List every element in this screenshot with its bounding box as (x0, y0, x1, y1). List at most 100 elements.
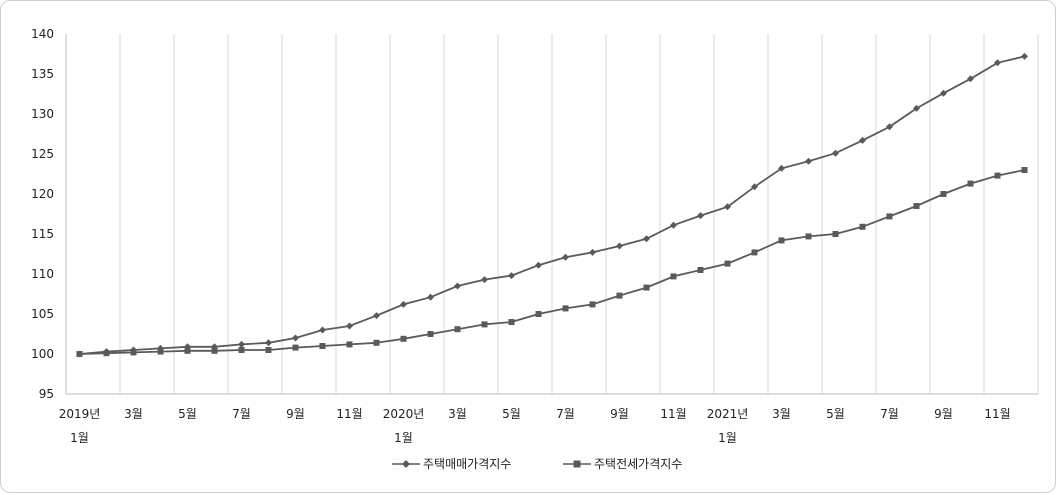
data-point-square (400, 335, 407, 342)
data-point-diamond (427, 293, 434, 301)
y-axis-tick-labels: 95 100 105 110 115 120 125 130 135 140 (31, 27, 54, 401)
data-point-diamond (859, 136, 866, 144)
x-tick-label: 9월 (286, 407, 305, 421)
x-axis-tick-labels: 2019년 1월 3월 5월 7월 9월 11월 2020년 1월 3월 5월 7월 9월 11월 2021… (59, 407, 1011, 445)
data-point-diamond (238, 340, 245, 348)
data-point-square (1021, 167, 1028, 173)
x-tick-label: 7월 (556, 407, 575, 421)
data-point-diamond (940, 89, 947, 97)
data-point-diamond (724, 203, 731, 211)
data-point-square (778, 237, 785, 244)
data-point-square (643, 284, 650, 291)
data-point-diamond (670, 221, 677, 229)
data-point-square (886, 213, 893, 220)
data-point-square (427, 331, 434, 337)
y-tick-label: 135 (31, 67, 54, 81)
x-tick-label: 5월 (826, 407, 845, 421)
x-tick-label: 11월 (984, 407, 1010, 421)
x-tick-label: 7월 (880, 407, 899, 421)
data-point-square (265, 347, 272, 353)
data-point-diamond (805, 157, 812, 165)
series-1 (76, 52, 1028, 358)
data-point-diamond (697, 212, 704, 220)
legend-item-series-2: 주택전세가격지수 (563, 457, 682, 471)
legend: 주택매매가격지수 주택전세가격지수 (392, 457, 682, 471)
data-point-diamond (886, 123, 893, 131)
data-point-square (184, 347, 191, 354)
data-point-square (76, 351, 83, 357)
y-tick-label: 110 (31, 267, 54, 281)
x-tick-label: 9월 (934, 407, 953, 421)
data-point-square (670, 273, 677, 280)
x-tick-label-line2: 1월 (394, 431, 413, 445)
data-point-square (454, 326, 461, 333)
data-point-diamond (913, 104, 920, 112)
y-tick-label: 105 (31, 307, 54, 321)
data-point-square (130, 349, 137, 356)
data-point-square (211, 347, 218, 354)
data-point-square (859, 223, 866, 230)
data-point-diamond (454, 282, 461, 290)
data-point-diamond (373, 312, 380, 320)
data-point-square (832, 231, 839, 237)
axes (65, 34, 1038, 395)
data-point-square (535, 311, 542, 317)
y-tick-label: 130 (31, 107, 54, 121)
data-point-diamond (265, 339, 272, 347)
y-tick-label: 115 (31, 227, 54, 241)
data-point-diamond (616, 242, 623, 250)
x-tick-label: 2020년 (383, 407, 425, 421)
x-tick-label: 3월 (772, 407, 791, 421)
data-point-diamond (400, 300, 407, 308)
series-line-2 (79, 169, 1025, 355)
data-point-square (319, 343, 326, 349)
data-point-diamond (1021, 52, 1028, 60)
data-point-square (913, 203, 920, 209)
x-tick-label: 9월 (610, 407, 629, 421)
y-tick-label: 125 (31, 147, 54, 161)
y-tick-label: 95 (39, 387, 54, 401)
data-point-square (940, 191, 947, 197)
y-tick-label: 120 (31, 187, 54, 201)
legend-diamond-marker (402, 460, 410, 468)
data-point-square (103, 350, 110, 357)
x-tick-label-line2: 1월 (70, 431, 89, 445)
data-point-diamond (346, 322, 353, 330)
y-tick-label: 100 (31, 347, 54, 361)
data-point-diamond (508, 272, 515, 280)
grid-lines (119, 34, 1039, 394)
data-point-diamond (589, 248, 596, 256)
data-point-diamond (643, 235, 650, 243)
series-2 (76, 167, 1028, 357)
x-tick-label: 2019년 (59, 407, 101, 421)
data-point-diamond (778, 164, 785, 172)
data-point-diamond (832, 149, 839, 157)
legend-square-marker (573, 460, 581, 468)
legend-label-series-1: 주택매매가격지수 (423, 457, 511, 471)
data-point-square (562, 305, 569, 312)
data-point-square (697, 267, 704, 273)
data-point-square (967, 180, 974, 187)
x-tick-label-line2: 1월 (718, 431, 737, 445)
x-tick-label: 7월 (232, 407, 251, 421)
data-point-square (508, 319, 515, 325)
data-point-diamond (994, 59, 1001, 67)
data-point-diamond (292, 334, 299, 342)
series-lines (76, 52, 1028, 358)
data-point-square (373, 339, 380, 346)
x-tick-label: 3월 (448, 407, 467, 421)
x-tick-label: 3월 (124, 407, 143, 421)
x-tick-label: 11월 (336, 407, 362, 421)
legend-item-series-1: 주택매매가격지수 (392, 457, 511, 471)
legend-label-series-2: 주택전세가격지수 (594, 457, 682, 471)
data-point-square (481, 321, 488, 328)
x-tick-label: 5월 (178, 407, 197, 421)
data-point-diamond (481, 276, 488, 284)
data-point-square (346, 341, 353, 348)
data-point-diamond (751, 183, 758, 191)
data-point-square (157, 348, 164, 355)
x-tick-label: 11월 (660, 407, 686, 421)
data-point-diamond (562, 253, 569, 261)
